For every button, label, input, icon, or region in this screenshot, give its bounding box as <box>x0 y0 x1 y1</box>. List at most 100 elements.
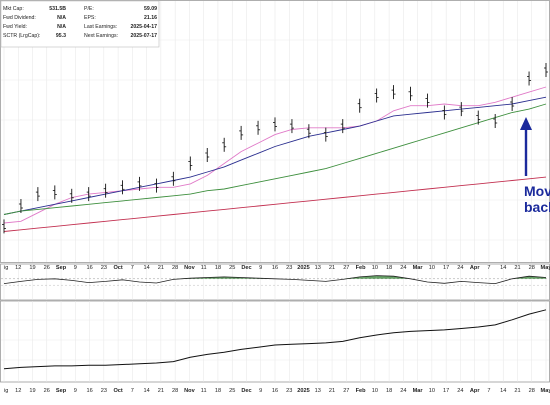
x-tick-label: 18 <box>386 388 392 394</box>
info-right-label: Last Earnings: <box>84 24 117 30</box>
x-tick-label: Nov <box>184 265 195 271</box>
moving-average-line <box>3 103 547 215</box>
x-tick-label: 7 <box>131 265 134 271</box>
x-tick-label: Mar <box>413 265 424 271</box>
x-tick-label: 7 <box>487 388 490 394</box>
x-tick-label: 17 <box>443 388 449 394</box>
indicator-line <box>3 275 547 285</box>
x-tick-label: 21 <box>158 388 164 394</box>
x-tick-label: 11 <box>201 265 207 271</box>
x-tick-label: Feb <box>356 265 367 271</box>
x-tick-label: 2025 <box>297 265 309 271</box>
x-tick-label: May <box>541 388 550 394</box>
moving-average-line <box>3 176 547 232</box>
x-tick-label: 13 <box>315 388 321 394</box>
info-left-label: Mkt Cap: <box>3 6 24 12</box>
info-left-value: 531.5B <box>49 6 66 12</box>
x-tick-label: 10 <box>429 388 435 394</box>
info-box-background <box>0 0 160 48</box>
x-tick-label: 16 <box>272 265 278 271</box>
info-right-label: P/E: <box>84 6 94 12</box>
x-axis-ticks-bottom: ig 12 19 26 Sep 9 16 23 Oct 7 14 21 28 Nov 11 18 25 Dec 9 1… <box>4 388 550 394</box>
x-tick-label: ig <box>4 388 8 394</box>
x-tick-label: 9 <box>74 388 77 394</box>
x-tick-label: Dec <box>241 388 251 394</box>
x-tick-label: 14 <box>144 265 150 271</box>
x-tick-label: 7 <box>487 265 490 271</box>
x-tick-label: 12 <box>15 265 21 271</box>
info-left-value: 95.3 <box>56 33 66 39</box>
x-tick-label: Oct <box>113 265 122 271</box>
x-tick-label: 23 <box>286 265 292 271</box>
annotation-arrow-head <box>520 117 532 130</box>
info-box: Mkt Cap: 531.5B Fwd Dividend: N/A Fwd Yi… <box>0 0 160 48</box>
x-tick-label: ig <box>4 265 8 271</box>
x-tick-label: Apr <box>470 265 480 271</box>
info-right-value: 59.09 <box>144 6 157 12</box>
x-tick-label: 23 <box>101 265 107 271</box>
x-tick-label: 13 <box>315 265 321 271</box>
x-tick-label: 9 <box>74 265 77 271</box>
annotation-line-2: back <box>524 199 550 215</box>
x-tick-label: 16 <box>86 265 92 271</box>
x-tick-label: 18 <box>215 388 221 394</box>
x-tick-label: Feb <box>356 388 367 394</box>
x-tick-label: 19 <box>29 265 35 271</box>
info-left-label: Fwd Yield: <box>3 24 27 30</box>
indicator-overbought-fill <box>359 275 377 279</box>
x-tick-label: 26 <box>44 388 50 394</box>
x-tick-label: Apr <box>470 388 480 394</box>
x-tick-label: 11 <box>201 388 207 394</box>
info-right-label: EPS: <box>84 15 96 21</box>
x-tick-label: 16 <box>86 388 92 394</box>
annotation: Mov back <box>520 117 550 215</box>
x-tick-label: 28 <box>529 388 535 394</box>
relative-strength-layer <box>3 309 547 370</box>
x-tick-label: Sep <box>56 265 67 271</box>
x-tick-label: 18 <box>386 265 392 271</box>
x-tick-label: 14 <box>500 388 506 394</box>
info-right-value: 2025-07-17 <box>130 33 157 39</box>
x-tick-label: 17 <box>443 265 449 271</box>
relative-strength-line <box>3 309 547 370</box>
x-tick-label: 23 <box>286 388 292 394</box>
x-tick-label: 24 <box>457 388 463 394</box>
x-tick-label: Sep <box>56 388 67 394</box>
x-tick-label: 21 <box>329 265 335 271</box>
x-tick-label: 2025 <box>297 388 309 394</box>
price-bars <box>2 63 548 234</box>
x-tick-label: 24 <box>457 265 463 271</box>
x-tick-label: 25 <box>229 265 235 271</box>
info-left-value: N/A <box>57 24 66 30</box>
x-tick-label: 24 <box>400 388 406 394</box>
info-left-label: SCTR (LrgCap): <box>3 33 40 39</box>
x-tick-label: 25 <box>229 388 235 394</box>
x-axis-ticks-indicator: ig 12 19 26 Sep 9 16 23 Oct 7 14 21 28 Nov 11 18 25 Dec 9 1… <box>4 265 550 271</box>
x-tick-label: 21 <box>158 265 164 271</box>
x-tick-label: 10 <box>372 388 378 394</box>
x-tick-label: 26 <box>44 265 50 271</box>
x-tick-label: Mar <box>413 388 424 394</box>
moving-averages <box>3 86 547 232</box>
x-tick-label: 28 <box>172 388 178 394</box>
x-tick-label: 16 <box>272 388 278 394</box>
moving-average-line <box>3 86 547 224</box>
x-tick-label: 21 <box>514 388 520 394</box>
x-tick-label: 19 <box>29 388 35 394</box>
x-tick-label: Nov <box>184 388 195 394</box>
x-tick-label: 27 <box>343 265 349 271</box>
x-tick-label: 12 <box>15 388 21 394</box>
info-left-label: Fwd Dividend: <box>3 15 36 21</box>
x-tick-label: 14 <box>500 265 506 271</box>
indicator-layer <box>1 275 549 286</box>
info-right-value: 21.16 <box>144 15 157 21</box>
annotation-line-1: Mov <box>524 183 550 199</box>
x-tick-label: 23 <box>101 388 107 394</box>
x-tick-label: 10 <box>372 265 378 271</box>
x-tick-label: Dec <box>241 265 251 271</box>
moving-average-line <box>3 96 547 215</box>
x-tick-label: 27 <box>343 388 349 394</box>
x-tick-label: 10 <box>429 265 435 271</box>
